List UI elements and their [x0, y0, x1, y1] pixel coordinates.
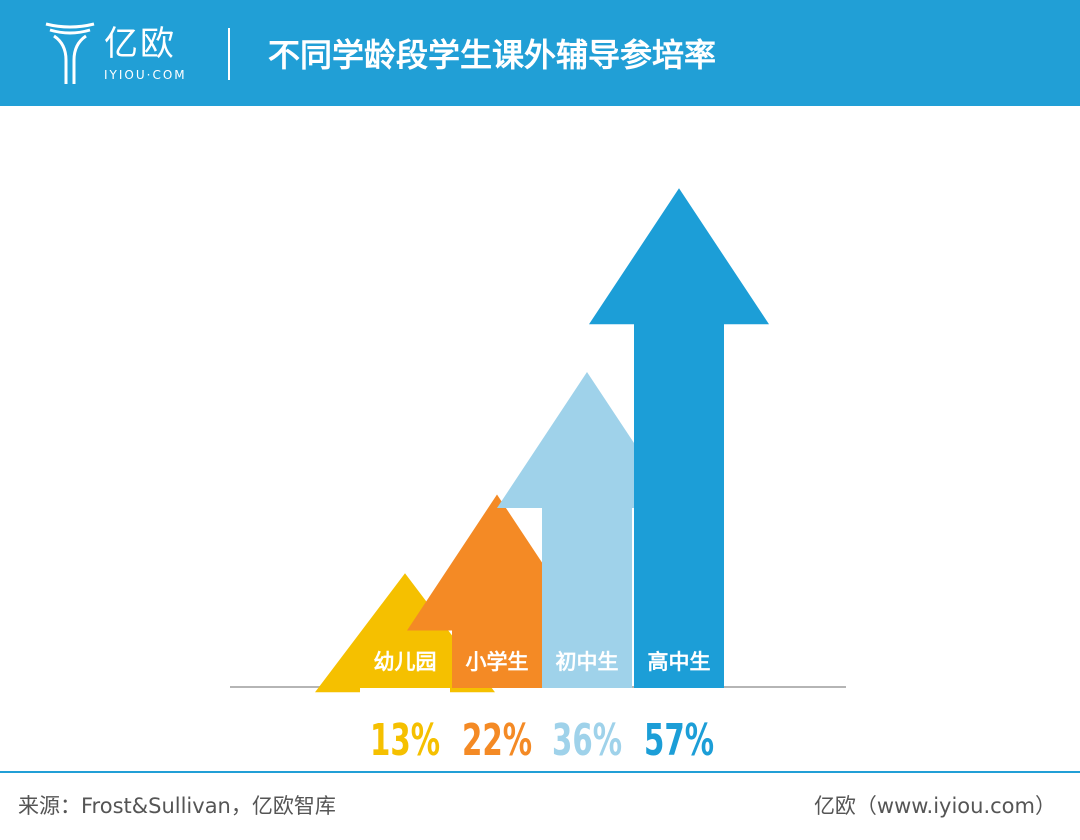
- arrow-bar-3: [497, 372, 677, 688]
- chart: 幼儿园 13% 小学生 22% 初中生 36% 高中生 57%: [230, 188, 846, 766]
- source-note: 来源：Frost&Sullivan，亿欧智库: [18, 794, 336, 818]
- category-label: 高中生: [648, 650, 711, 674]
- logo-text: 亿欧: [104, 24, 176, 64]
- value-label: 13%: [370, 715, 440, 766]
- footer-divider: [0, 771, 1080, 773]
- category-label: 初中生: [556, 650, 619, 674]
- category-label: 幼儿园: [374, 650, 437, 674]
- value-label: 22%: [462, 715, 532, 766]
- header-divider: [228, 28, 230, 80]
- arrow-bar-1: [315, 573, 495, 693]
- category-label: 小学生: [466, 650, 529, 674]
- page-title: 不同学龄段学生课外辅导参培率: [268, 36, 717, 74]
- value-label: 57%: [644, 715, 714, 766]
- logo-subtext: IYIOU·COM: [104, 68, 187, 82]
- iyiou-logo-icon: [45, 22, 95, 84]
- arrow-bar-4: [589, 188, 769, 688]
- site-credit: 亿欧（www.iyiou.com）: [813, 794, 1056, 818]
- header-banner: 亿欧 IYIOU·COM 不同学龄段学生课外辅导参培率: [0, 0, 1080, 106]
- value-label: 36%: [552, 715, 622, 766]
